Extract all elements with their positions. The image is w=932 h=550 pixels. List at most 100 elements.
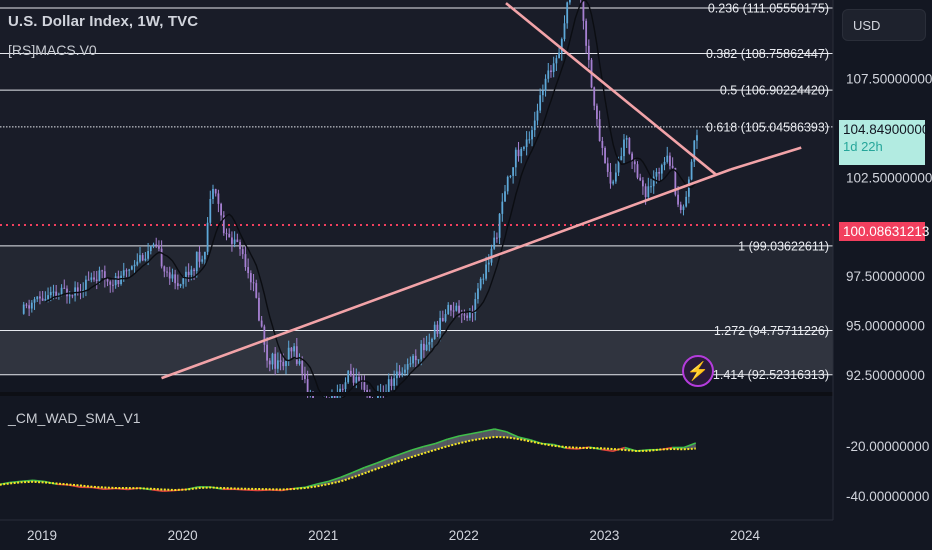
y-tick-label: -40.00000000	[846, 489, 929, 504]
candle-body	[404, 369, 406, 373]
candle-body	[628, 138, 631, 154]
candle-body	[52, 291, 55, 293]
wad-pane	[0, 398, 833, 512]
last-price-value: 104.84900000	[843, 122, 930, 137]
candle-body	[631, 153, 633, 162]
candle-body	[195, 251, 198, 272]
candle-body	[206, 222, 209, 252]
wad-line	[257, 489, 270, 492]
candle-body	[585, 20, 588, 46]
lightning-icon[interactable]: ⚡	[682, 355, 714, 387]
y-tick-label: 107.50000000	[846, 71, 932, 86]
candle-body	[620, 156, 623, 161]
candle-body	[295, 346, 298, 364]
candle-body	[185, 271, 187, 279]
candle-body	[66, 288, 68, 297]
candle-body	[498, 213, 501, 238]
candle-body	[458, 305, 460, 313]
candle-body	[417, 359, 420, 361]
candle-body	[652, 176, 655, 187]
fib-band-upper	[0, 0, 833, 246]
candle-body	[582, 0, 585, 21]
candle-body	[190, 269, 193, 276]
candle-body	[252, 282, 255, 284]
wad-line	[9, 480, 22, 484]
candle-body	[22, 304, 25, 314]
candle-body	[409, 363, 412, 365]
candle-body	[506, 176, 509, 192]
candle-body	[30, 302, 33, 309]
indicator-main-label[interactable]: [RS]MACS.V0	[8, 42, 97, 58]
wad-line	[601, 448, 614, 453]
candle-body	[98, 270, 101, 281]
wad-line	[518, 436, 531, 441]
currency-button[interactable]: USD	[842, 9, 926, 41]
candle-body	[298, 361, 301, 364]
indicator-sub-label[interactable]: _CM_WAD_SMA_V1	[8, 410, 141, 426]
candle-body	[363, 382, 366, 390]
candle-body	[650, 186, 652, 188]
candle-body	[198, 251, 201, 262]
candle-body	[109, 281, 112, 285]
candle-body	[393, 378, 396, 386]
candle-body	[152, 244, 155, 246]
candle-body	[258, 297, 260, 321]
candle-body	[90, 277, 93, 280]
wad-line	[340, 471, 353, 478]
wad-line	[435, 438, 448, 445]
candle-body	[212, 188, 214, 199]
candle-body	[428, 342, 431, 345]
candle-body	[336, 393, 339, 401]
candle-body	[147, 251, 149, 259]
wad-line	[364, 462, 377, 469]
candle-body	[685, 196, 688, 207]
wad-line	[375, 457, 389, 464]
candle-body	[422, 343, 425, 351]
falling-trendline	[505, 2, 718, 177]
fib-label: 0.618 (105.04586393)	[706, 120, 829, 134]
y-tick-label: 102.50000000	[846, 170, 932, 185]
candle-body	[690, 161, 693, 180]
candle-body	[266, 344, 268, 361]
candle-body	[633, 161, 636, 165]
candle-body	[163, 266, 166, 272]
candle-body	[669, 155, 671, 166]
candle-body	[268, 360, 271, 365]
candle-body	[414, 355, 417, 361]
candle-body	[290, 347, 293, 352]
candle-body	[609, 171, 612, 184]
candle-body	[74, 287, 76, 296]
candle-body	[60, 287, 63, 295]
candle-body	[501, 201, 504, 214]
candle-body	[293, 346, 296, 352]
candle-body	[525, 139, 528, 148]
candle-body	[304, 373, 306, 380]
candle-body	[606, 163, 609, 172]
y-tick-label: 97.50000000	[846, 269, 925, 284]
candle-body	[176, 283, 179, 287]
candle-body	[674, 167, 677, 195]
candle-body	[47, 295, 49, 299]
candle-body	[390, 379, 393, 386]
candle-body	[239, 242, 241, 250]
candle-body	[514, 149, 517, 168]
fib-levels: 0.236 (111.05550175) 0.382 (108.75862447)…	[0, 2, 833, 382]
candle-body	[174, 274, 177, 284]
candle-body	[236, 239, 239, 243]
y-tick-label: -20.00000000	[846, 439, 929, 454]
candle-body	[33, 299, 36, 303]
candle-body	[552, 63, 555, 73]
candle-body	[531, 130, 533, 140]
candle-body	[39, 296, 41, 299]
candle-body	[241, 249, 244, 255]
fib-label: 0.382 (108.75862447)	[706, 47, 829, 61]
wad-line	[660, 446, 673, 451]
candle-body	[255, 283, 258, 298]
wad-line	[104, 487, 116, 491]
wad-line	[506, 431, 519, 438]
candle-body	[550, 70, 552, 73]
wad-fill	[388, 454, 400, 465]
chart-title[interactable]: U.S. Dollar Index, 1W, TVC	[8, 13, 199, 30]
candle-body	[231, 237, 233, 244]
wad-fill	[494, 429, 507, 438]
